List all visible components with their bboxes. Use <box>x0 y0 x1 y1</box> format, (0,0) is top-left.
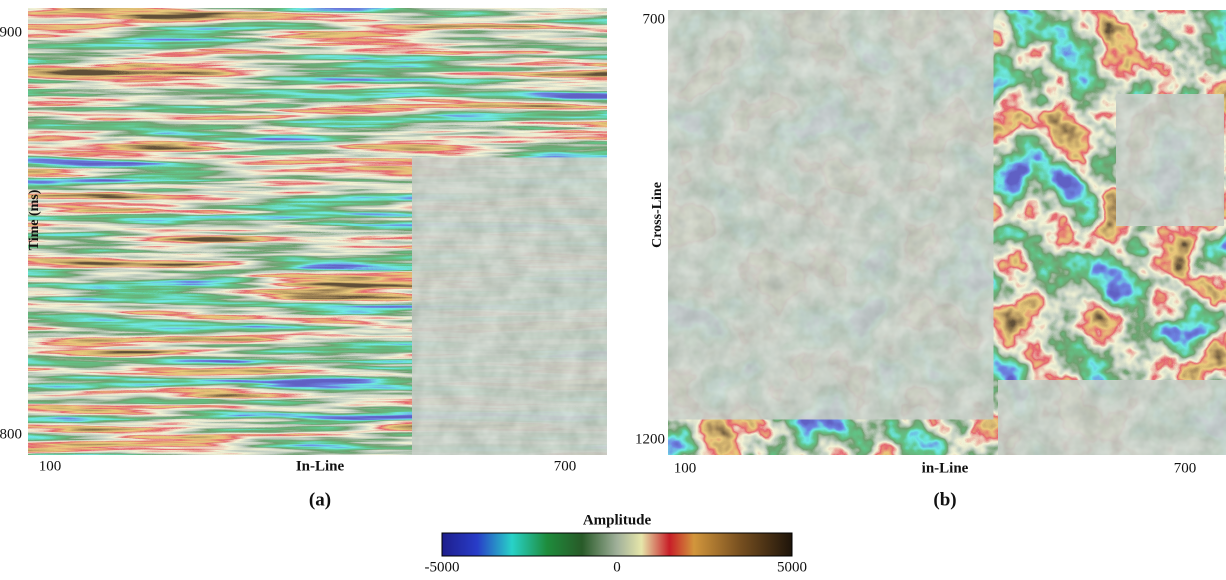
x-axis-label: in-Line <box>922 460 969 476</box>
x-tick-label: 100 <box>39 458 62 474</box>
y-tick-label: 1200 <box>635 431 665 447</box>
colorbar: Amplitude -5000 0 5000 <box>425 512 808 575</box>
y-tick-label: 900 <box>0 24 22 40</box>
x-axis-label: In-Line <box>296 458 345 474</box>
colorbar-gradient <box>441 532 793 557</box>
caption: (b) <box>933 489 956 510</box>
y-tick-label: 1800 <box>0 426 22 442</box>
x-tick-label: 700 <box>554 458 577 474</box>
y-axis-label: Time (ms) <box>27 189 42 250</box>
x-tick-label: 700 <box>1174 460 1197 476</box>
x-tick-label: 100 <box>674 460 697 476</box>
colorbar-title: Amplitude <box>583 512 652 528</box>
y-tick-label: 700 <box>643 11 666 27</box>
colorbar-tick-label: 0 <box>613 559 621 575</box>
caption: (a) <box>309 489 331 510</box>
colorbar-tick-label: -5000 <box>425 559 460 575</box>
panel-a-axes: 900 1800 Time (ms) 100 In-Line 700 (a) <box>0 24 576 510</box>
colorbar-tick-label: 5000 <box>777 559 807 575</box>
panel-b-axes: 700 1200 Cross-Line 100 in-Line 700 (b) <box>635 11 1196 510</box>
seismic-timeslice-image <box>668 10 1226 455</box>
y-axis-label: Cross-Line <box>650 182 665 248</box>
seismic-inline-image <box>28 8 607 455</box>
